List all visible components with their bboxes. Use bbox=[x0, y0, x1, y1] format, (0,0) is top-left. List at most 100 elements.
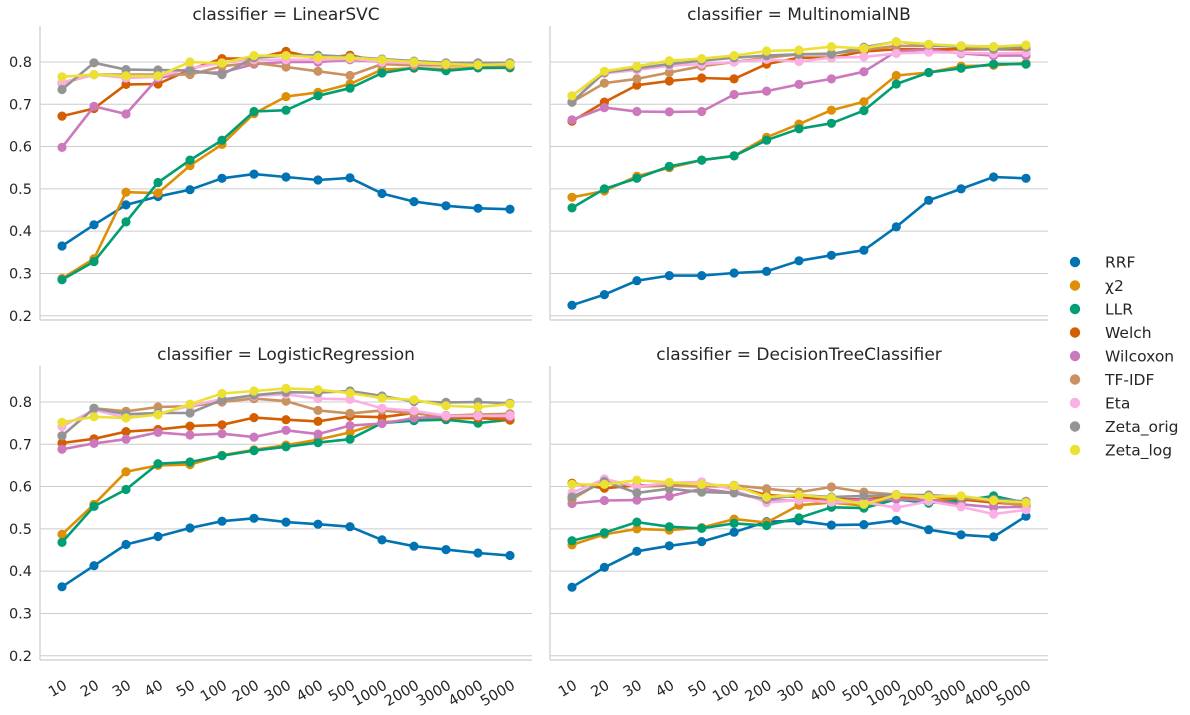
x-tick-label: 10 bbox=[46, 678, 70, 701]
data-point bbox=[632, 482, 642, 492]
data-point bbox=[185, 185, 195, 195]
data-point bbox=[121, 217, 131, 227]
x-tick-label: 50 bbox=[174, 678, 198, 701]
y-tick-label: 0.7 bbox=[9, 97, 32, 113]
x-tick-label: 1000 bbox=[350, 678, 390, 710]
data-point bbox=[249, 169, 259, 179]
legend-marker bbox=[1069, 256, 1081, 268]
series-line bbox=[61, 172, 511, 248]
panel-3: classifier = LogisticRegression 0.2 0.3 0.4… bbox=[9, 345, 532, 710]
data-point bbox=[249, 413, 259, 423]
legend-entry: RRF bbox=[1069, 254, 1136, 272]
data-point bbox=[794, 490, 804, 500]
data-point bbox=[57, 142, 67, 152]
data-point bbox=[599, 562, 610, 573]
data-point bbox=[185, 430, 195, 440]
x-tick-label: 2000 bbox=[897, 678, 937, 710]
data-point bbox=[217, 388, 227, 399]
data-point bbox=[924, 492, 934, 502]
legend-marker bbox=[1069, 444, 1081, 456]
data-point bbox=[632, 546, 642, 556]
data-point bbox=[599, 495, 610, 506]
data-point bbox=[89, 501, 99, 511]
data-point bbox=[313, 385, 323, 395]
data-point bbox=[473, 411, 483, 421]
data-point bbox=[891, 70, 901, 81]
data-point bbox=[121, 467, 131, 477]
y-tick-label: 0.2 bbox=[9, 649, 32, 665]
data-point bbox=[441, 59, 451, 69]
legend-entry: Zeta_orig bbox=[1069, 418, 1178, 437]
panel-4: classifier = DecisionTreeClassifier 10 20 3… bbox=[549, 345, 1048, 710]
series-RRF bbox=[57, 513, 515, 592]
data-point bbox=[794, 513, 804, 523]
x-tick-label: 400 bbox=[294, 678, 326, 706]
data-point bbox=[567, 300, 577, 310]
data-point bbox=[345, 173, 355, 183]
data-point bbox=[891, 515, 901, 526]
data-point bbox=[924, 195, 934, 205]
data-point bbox=[924, 39, 934, 49]
data-point bbox=[345, 427, 355, 437]
legend-entry: Welch bbox=[1069, 324, 1152, 342]
data-point bbox=[473, 203, 483, 213]
x-tick-label: 100 bbox=[198, 678, 230, 706]
data-point bbox=[57, 537, 67, 548]
data-point bbox=[441, 411, 451, 421]
y-tick-label: 0.8 bbox=[9, 55, 32, 71]
data-point bbox=[377, 55, 387, 65]
y-tick-label: 0.6 bbox=[9, 480, 32, 496]
y-tick-label: 0.4 bbox=[9, 564, 32, 580]
x-tick-label: 20 bbox=[588, 678, 612, 701]
data-point bbox=[409, 57, 419, 67]
data-point bbox=[121, 187, 131, 197]
x-tick-label: 2000 bbox=[382, 678, 422, 710]
data-point bbox=[826, 250, 837, 260]
panel-title: classifier = DecisionTreeClassifier bbox=[656, 345, 942, 365]
data-point bbox=[859, 245, 869, 255]
data-point bbox=[632, 80, 642, 90]
data-point bbox=[697, 106, 707, 117]
data-point bbox=[989, 495, 999, 506]
data-point bbox=[281, 425, 291, 435]
data-point bbox=[377, 403, 387, 413]
data-point bbox=[826, 74, 837, 84]
data-point bbox=[632, 74, 642, 84]
data-point bbox=[924, 47, 934, 57]
data-point bbox=[891, 79, 901, 89]
panel-title: classifier = LinearSVC bbox=[192, 5, 379, 25]
data-point bbox=[567, 536, 577, 546]
data-point bbox=[632, 106, 642, 117]
legend-label: TF-IDF bbox=[1104, 371, 1154, 389]
data-point bbox=[729, 51, 739, 61]
data-point bbox=[89, 561, 99, 571]
y-tick-label: 0.2 bbox=[9, 309, 32, 325]
data-point bbox=[281, 51, 291, 61]
data-point bbox=[664, 271, 674, 281]
data-point bbox=[441, 545, 451, 555]
data-point bbox=[121, 413, 131, 423]
data-point bbox=[664, 56, 674, 66]
data-point bbox=[1021, 40, 1031, 50]
panel-1: classifier = LinearSVC 0.2 0.3 0.4 0.5 0.6 0.7… bbox=[9, 5, 532, 325]
x-tick-label: 300 bbox=[262, 678, 294, 706]
data-point bbox=[762, 520, 772, 531]
data-point bbox=[377, 188, 387, 199]
data-point bbox=[89, 70, 99, 80]
data-point bbox=[891, 503, 901, 513]
y-tick-label: 0.5 bbox=[9, 522, 32, 538]
data-point bbox=[567, 115, 577, 125]
x-tick-label: 20 bbox=[78, 678, 102, 701]
data-point bbox=[121, 109, 131, 119]
data-point bbox=[567, 582, 577, 592]
data-point bbox=[409, 406, 419, 416]
y-tick-label: 0.5 bbox=[9, 182, 32, 198]
series-line bbox=[61, 416, 511, 536]
data-point bbox=[729, 151, 739, 161]
panel-title: classifier = MultinomialNB bbox=[687, 5, 911, 25]
data-point bbox=[989, 532, 999, 542]
series-RRF bbox=[57, 169, 515, 251]
data-point bbox=[153, 427, 163, 437]
y-tick-label: 0.4 bbox=[9, 224, 32, 240]
